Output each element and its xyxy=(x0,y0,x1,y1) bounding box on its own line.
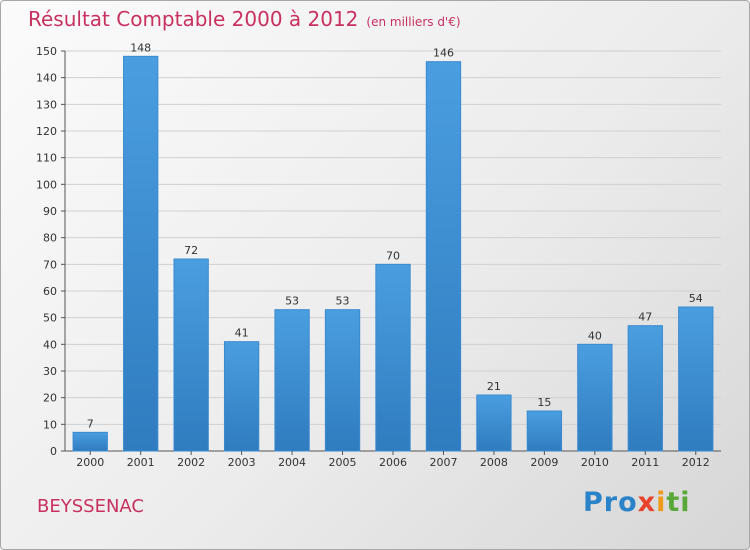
bar-2009 xyxy=(526,410,563,452)
value-label-2008: 21 xyxy=(487,380,501,393)
y-tick-label-150: 150 xyxy=(36,45,57,58)
x-tick-label-2009: 2009 xyxy=(530,456,558,469)
value-label-2011: 47 xyxy=(638,311,652,324)
value-label-2009: 15 xyxy=(537,396,551,409)
y-tick-label-130: 130 xyxy=(36,98,57,111)
commune-name: BEYSSENAC xyxy=(37,496,144,517)
logo-part-pro: Pro xyxy=(583,487,638,518)
y-tick-label-110: 110 xyxy=(36,152,57,165)
x-tick-label-2011: 2011 xyxy=(631,456,659,469)
x-tick-label-2010: 2010 xyxy=(581,456,609,469)
y-tick-label-70: 70 xyxy=(43,258,57,271)
bar-2000 xyxy=(72,431,108,452)
value-label-2005: 53 xyxy=(336,295,350,308)
value-label-2010: 40 xyxy=(588,329,602,342)
proxiti-logo: Proxiti xyxy=(583,487,691,518)
y-tick-label-120: 120 xyxy=(36,125,57,138)
bar-2010 xyxy=(577,343,613,452)
y-tick-label-80: 80 xyxy=(43,232,57,245)
x-tick-label-2003: 2003 xyxy=(228,456,256,469)
bar-2006 xyxy=(375,263,411,452)
bar-2008 xyxy=(476,394,512,452)
bar-2004 xyxy=(274,309,310,452)
chart-title: Résultat Comptable 2000 à 2012 (en millie… xyxy=(28,7,461,31)
value-label-2007: 146 xyxy=(433,47,454,60)
x-tick-label-2006: 2006 xyxy=(379,456,407,469)
y-tick-label-60: 60 xyxy=(43,285,57,298)
bar-2012 xyxy=(678,306,714,452)
value-label-2002: 72 xyxy=(184,244,198,257)
y-tick-label-30: 30 xyxy=(43,365,57,378)
value-label-2004: 53 xyxy=(285,295,299,308)
y-tick-label-0: 0 xyxy=(50,445,57,458)
bar-2007 xyxy=(425,61,462,452)
value-label-2001: 148 xyxy=(130,41,151,54)
y-tick-label-40: 40 xyxy=(43,338,57,351)
bar-2005 xyxy=(324,309,361,452)
bar-2011 xyxy=(627,325,663,452)
value-label-2000: 7 xyxy=(87,417,94,430)
y-tick-label-50: 50 xyxy=(43,312,57,325)
y-tick-label-100: 100 xyxy=(36,178,57,191)
x-tick-label-2007: 2007 xyxy=(429,456,457,469)
bar-2003 xyxy=(223,341,260,452)
x-tick-label-2000: 2000 xyxy=(76,456,104,469)
bar-2001 xyxy=(123,55,159,452)
chart-title-text: Résultat Comptable 2000 à 2012 xyxy=(28,7,359,31)
x-tick-label-2012: 2012 xyxy=(682,456,710,469)
logo-part-x: x xyxy=(637,487,657,518)
y-tick-label-20: 20 xyxy=(43,392,57,405)
x-tick-label-2004: 2004 xyxy=(278,456,306,469)
value-label-2006: 70 xyxy=(386,249,400,262)
x-tick-label-2001: 2001 xyxy=(127,456,155,469)
logo-part-i: i xyxy=(656,487,667,518)
value-label-2012: 54 xyxy=(689,292,703,305)
y-tick-label-140: 140 xyxy=(36,72,57,85)
bar-2002 xyxy=(173,258,209,452)
x-tick-label-2005: 2005 xyxy=(329,456,357,469)
chart-subtitle: (en milliers d'€) xyxy=(366,15,461,29)
y-tick-label-90: 90 xyxy=(43,205,57,218)
x-tick-label-2008: 2008 xyxy=(480,456,508,469)
y-tick-label-10: 10 xyxy=(43,418,57,431)
logo-part-ti: ti xyxy=(666,487,691,518)
x-tick-label-2002: 2002 xyxy=(177,456,205,469)
value-label-2003: 41 xyxy=(235,327,249,340)
